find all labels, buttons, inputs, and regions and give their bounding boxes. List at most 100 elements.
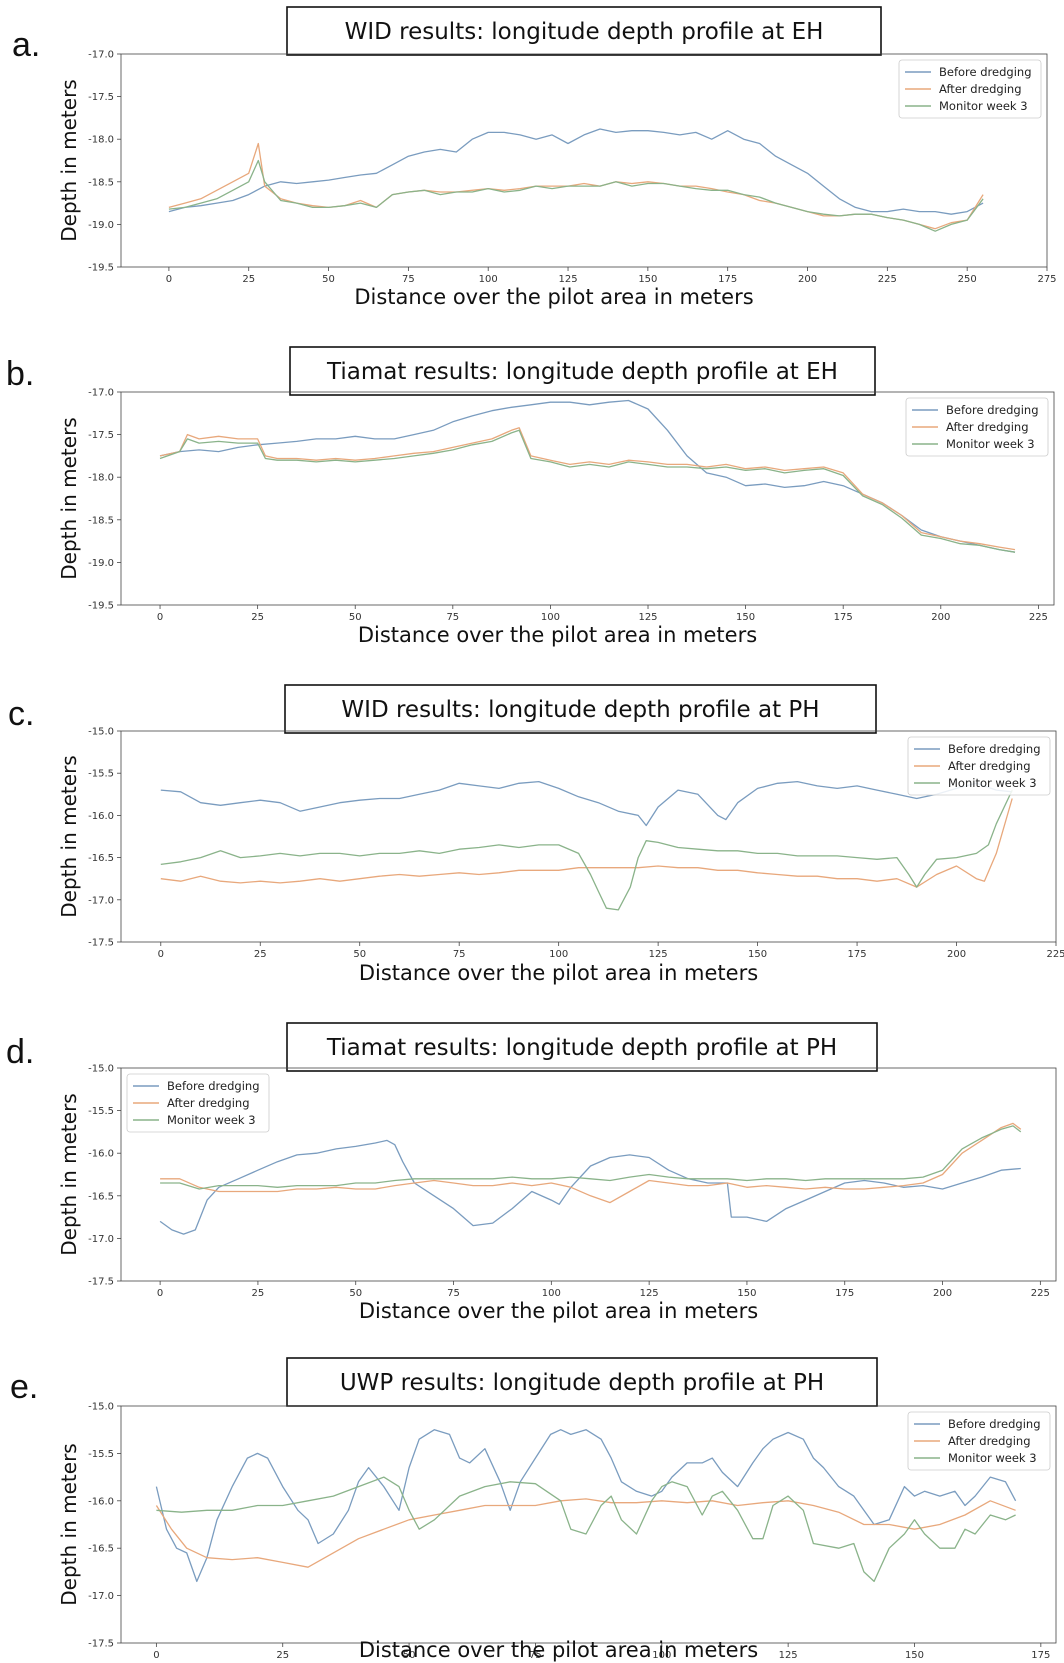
legend-frame [907,1411,1051,1471]
series-line-monitor-week-3 [168,159,984,232]
x-tick-label: 25 [276,1650,289,1661]
title-frame [286,1022,878,1072]
x-tick-label: 175 [835,1288,854,1299]
panel-letter: c. [8,695,34,733]
y-tick-label: -17.5 [88,430,114,441]
x-tick-label: 25 [251,612,264,623]
series-line-before-dredging [159,1139,1021,1235]
y-tick-label: -15.0 [88,1402,114,1413]
chart-title: UWP results: longitude depth profile at … [340,1370,824,1396]
x-tick-label: 150 [905,1650,924,1661]
plot-frame [120,730,1057,943]
legend-entry: Monitor week 3 [946,437,1035,451]
x-tick-label: 0 [157,1288,163,1299]
x-tick-label: 225 [1029,612,1048,623]
series-line-monitor-week-3 [159,429,1016,553]
legend: Before dredging After dredging Monitor wee… [907,1411,1051,1471]
x-tick-label: 50 [353,949,366,960]
y-tick-label: -17.0 [88,1234,114,1245]
y-tick-label: -19.0 [88,220,114,231]
series-line-before-dredging [160,780,1013,827]
panel-2: b. Tiamat results: longitude depth profil… [6,346,1055,647]
y-tick-label: -18.0 [88,135,114,146]
legend-entry: Before dredging [939,65,1032,79]
y-tick-label: -19.0 [88,558,114,569]
series-line-after-dredging [160,1122,1022,1204]
legend-entry: Monitor week 3 [167,1113,256,1127]
plot-frame [120,53,1048,268]
legend-frame [905,397,1049,457]
x-tick-label: 175 [718,274,737,285]
title-frame [286,6,882,56]
x-tick-label: 75 [447,1288,460,1299]
x-tick-label: 200 [931,612,950,623]
panel-3: c. WID results: longitude depth profile a… [8,684,1064,985]
x-tick-label: 125 [558,274,577,285]
legend-entry: After dredging [948,759,1031,773]
legend-entry: Monitor week 3 [948,1451,1037,1465]
series-line-before-dredging [168,128,984,215]
x-tick-label: 125 [779,1650,798,1661]
legend-entry: Before dredging [948,742,1041,756]
x-tick-label: 25 [254,949,267,960]
legend-frame [907,736,1051,796]
y-tick-label: -16.0 [88,811,114,822]
x-tick-label: 100 [652,1650,671,1661]
x-tick-label: 0 [158,949,164,960]
x-tick-label: 125 [649,949,668,960]
series-line-monitor-week-3 [160,789,1013,911]
y-tick-label: -17.5 [88,1639,114,1650]
x-tick-label: 100 [549,949,568,960]
panel-5: e. UWP results: longitude depth profile a… [10,1357,1057,1662]
y-tick-label: -17.0 [88,50,114,61]
y-tick-label: -17.0 [88,388,114,399]
panel-letter: a. [12,26,40,64]
panel-letter: e. [10,1368,38,1406]
legend-entry: Before dredging [167,1079,260,1093]
y-tick-label: -19.5 [88,601,114,612]
panel-4: d. Tiamat results: longitude depth profil… [6,1022,1057,1323]
y-tick-label: -15.5 [88,1106,114,1117]
x-tick-label: 75 [529,1650,542,1661]
x-tick-label: 150 [748,949,767,960]
y-tick-label: -18.5 [88,177,114,188]
x-tick-label: 50 [349,612,362,623]
x-tick-label: 50 [349,1288,362,1299]
chart-title: Tiamat results: longitude depth profile … [326,1035,837,1061]
legend-entry: Monitor week 3 [939,99,1028,113]
x-tick-label: 225 [878,274,897,285]
x-tick-label: 100 [542,1288,561,1299]
y-tick-label: -16.5 [88,1544,114,1555]
panel-letter: b. [6,355,34,393]
x-tick-label: 25 [252,1288,265,1299]
y-tick-label: -15.0 [88,1064,114,1075]
title-frame [284,684,877,734]
x-tick-label: 75 [453,949,466,960]
y-tick-label: -16.0 [88,1496,114,1507]
y-tick-label: -15.0 [88,727,114,738]
series-line-after-dredging [160,798,1013,888]
legend-entry: After dredging [946,420,1029,434]
legend-entry: Before dredging [948,1417,1041,1431]
x-tick-label: 75 [402,274,415,285]
x-tick-label: 200 [933,1288,952,1299]
y-tick-label: -15.5 [88,769,114,780]
x-tick-label: 100 [479,274,498,285]
x-axis-label: Distance over the pilot area in meters [358,623,757,647]
legend-entry: Before dredging [946,403,1039,417]
y-tick-label: -18.5 [88,515,114,526]
panel-letter: d. [6,1033,34,1071]
series-line-monitor-week-3 [160,1125,1022,1190]
panel-1: a. WID results: longitude depth profile a… [12,6,1057,309]
x-tick-label: 200 [947,949,966,960]
y-tick-label: -16.5 [88,1191,114,1202]
y-tick-label: -17.5 [88,1277,114,1288]
chart-title: Tiamat results: longitude depth profile … [326,359,838,385]
y-tick-label: -17.5 [88,938,114,949]
y-tick-label: -19.5 [88,263,114,274]
chart-title: WID results: longitude depth profile at … [341,697,819,723]
x-tick-label: 225 [1031,1288,1050,1299]
y-axis-label: Depth in meters [57,755,81,917]
x-tick-label: 250 [958,274,977,285]
